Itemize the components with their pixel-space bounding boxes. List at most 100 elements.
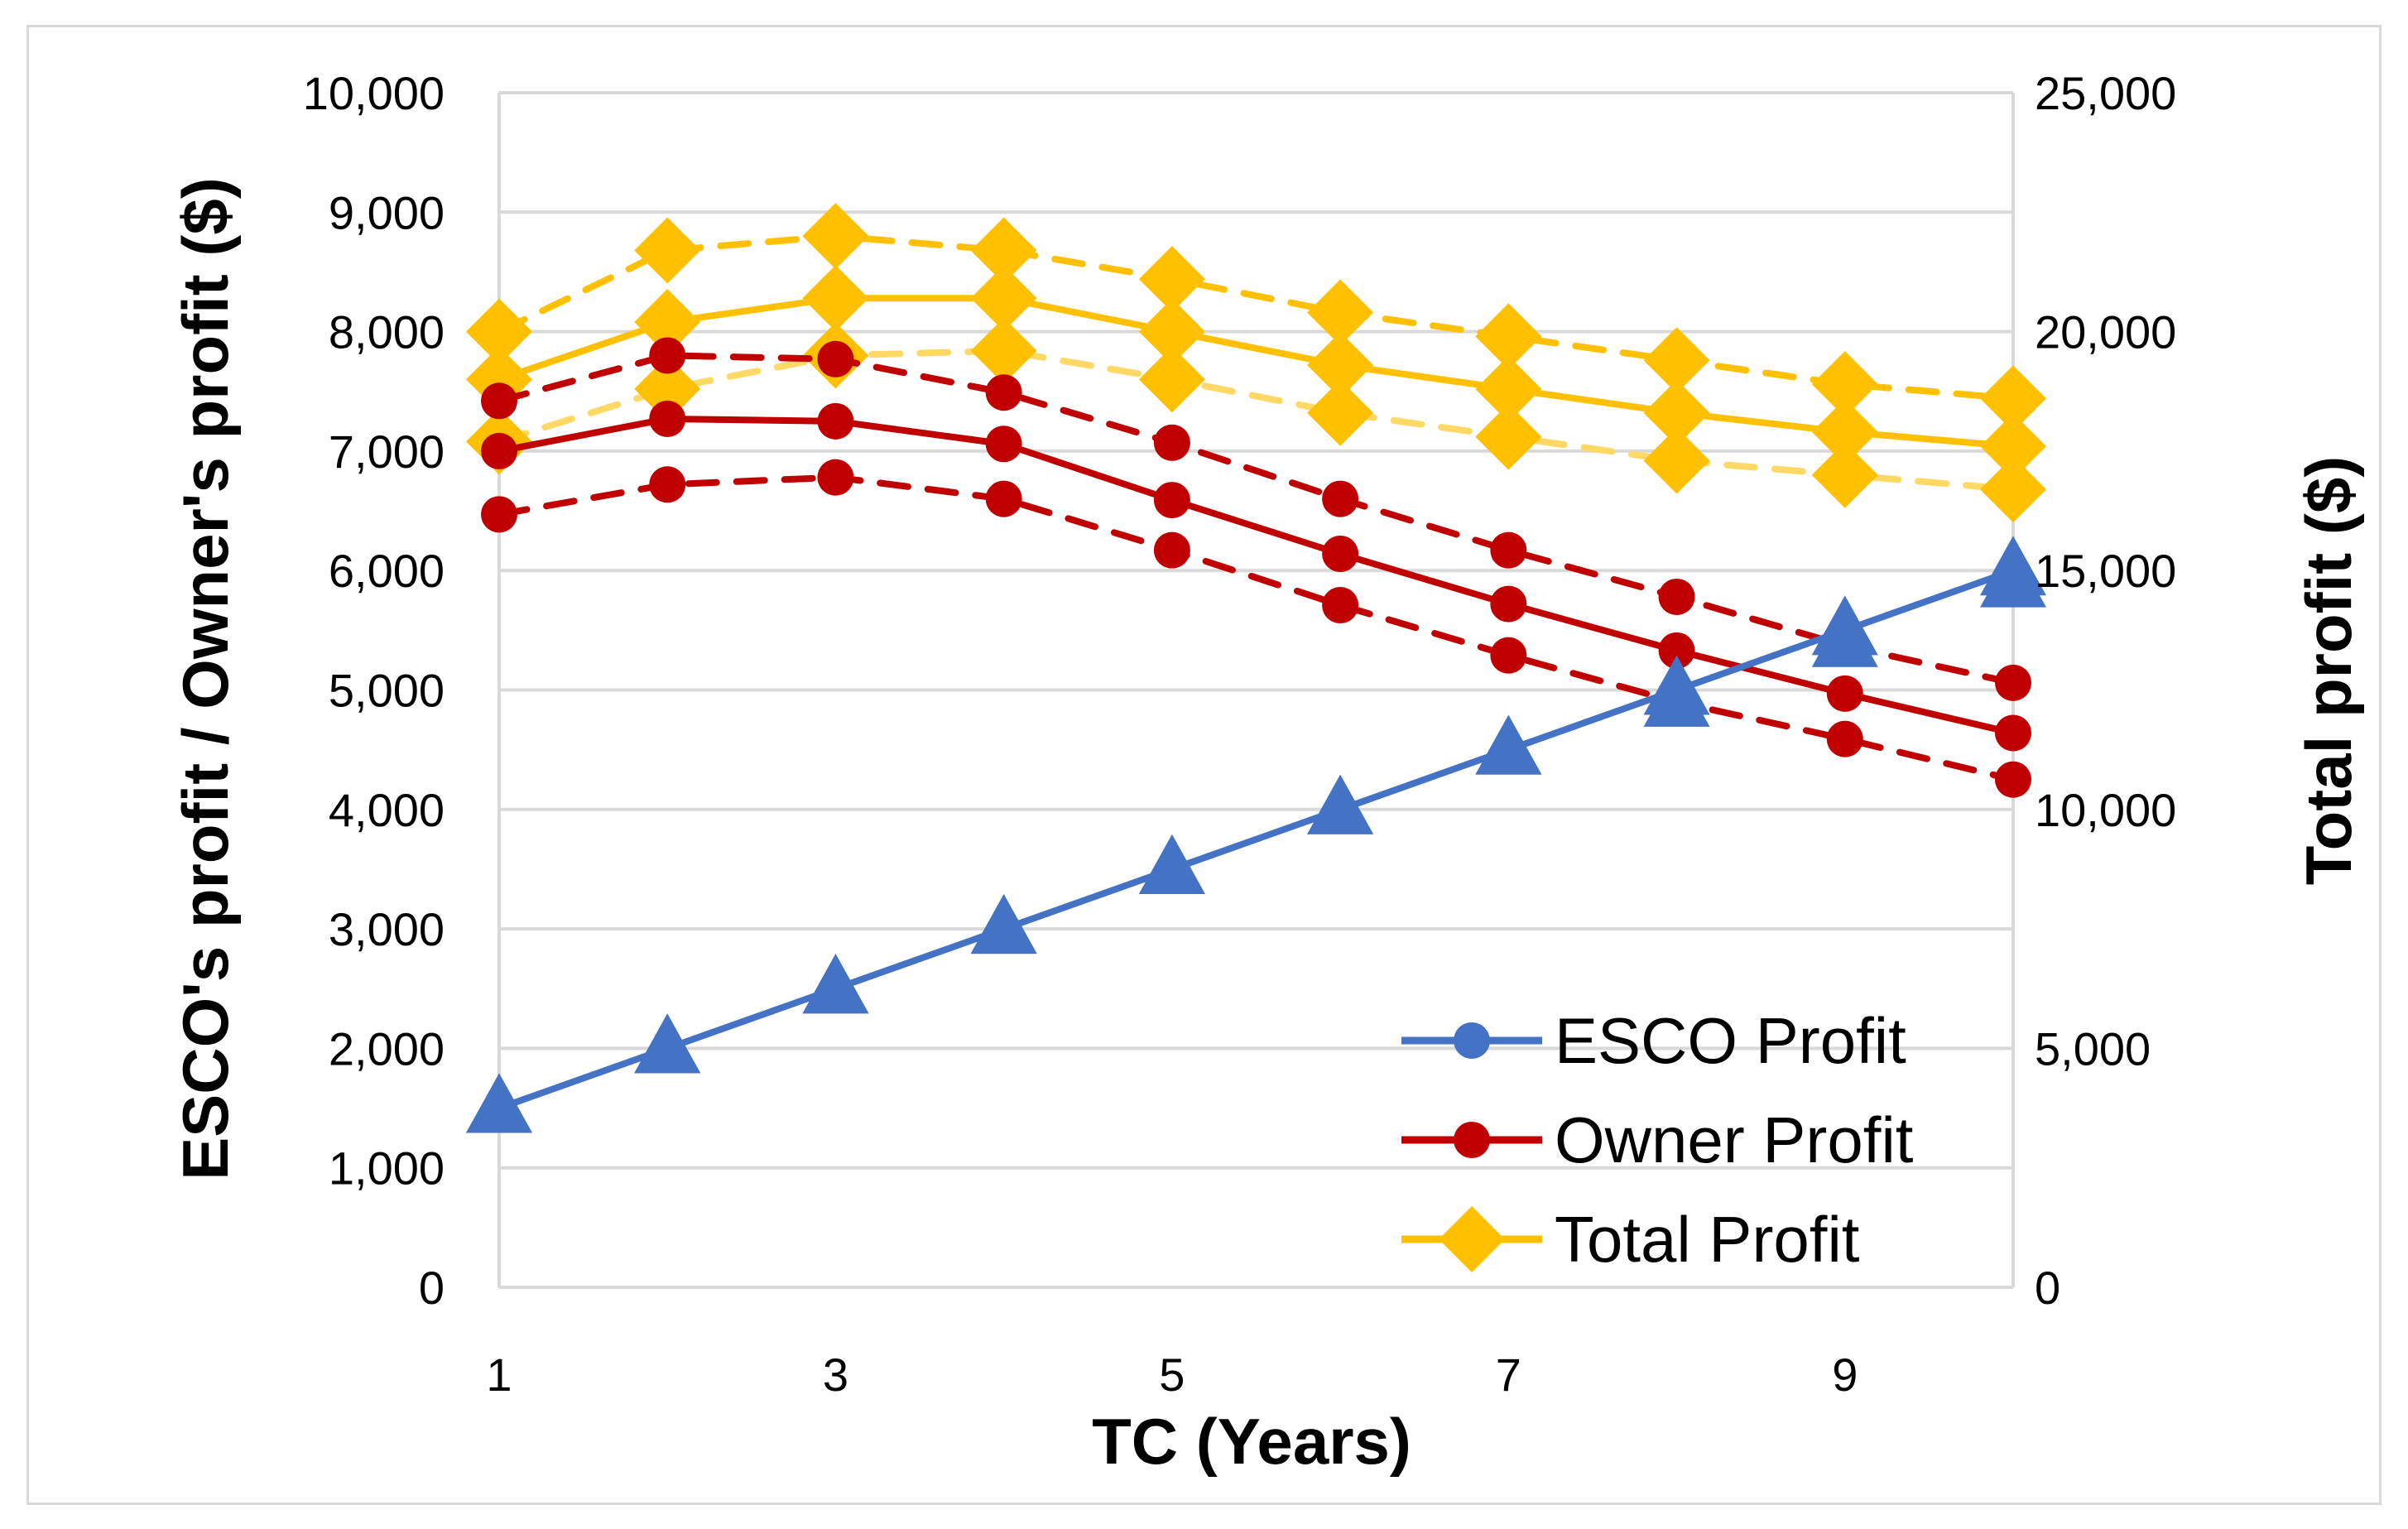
- data-point-total-profit-upper: [1980, 365, 2046, 432]
- data-point-total-profit: [1811, 398, 1878, 465]
- data-point-total-profit-lower: [970, 317, 1037, 384]
- data-point-total-profit-upper: [802, 203, 869, 270]
- legend-label: Owner Profit: [1555, 1103, 1914, 1176]
- series-line-total-profit-lower: [496, 347, 2016, 493]
- y-tick-label: 0: [419, 1262, 445, 1314]
- y-tick-label: 8,000: [329, 306, 445, 358]
- gridlines: [497, 91, 2015, 1289]
- x-tick-label: 3: [823, 1349, 848, 1401]
- data-point-owner-profit-lower: [985, 480, 1022, 517]
- data-point-owner-profit: [481, 432, 517, 469]
- y-tick-label: 3,000: [329, 903, 445, 955]
- data-point-owner-profit-upper: [985, 374, 1022, 411]
- data-point-total-profit-lower: [1307, 379, 1374, 446]
- data-point-owner-profit-upper: [1995, 664, 2031, 701]
- series-line-esco-profit: [496, 567, 2016, 1112]
- data-point-owner-profit: [1658, 632, 1695, 669]
- legend: ESCO Profit Owner Profit Total Profit: [1401, 1004, 1914, 1276]
- data-point-esco-profit: [1475, 714, 1542, 775]
- y-tick-label: 1,000: [329, 1142, 445, 1195]
- data-point-total-profit: [970, 265, 1037, 332]
- series-line-owner-profit-lower: [496, 474, 2016, 783]
- series-line-total-profit-upper: [496, 233, 2016, 402]
- legend-marker: [1454, 1022, 1490, 1059]
- data-point-owner-profit-lower: [1322, 587, 1359, 624]
- data-point-owner-profit-lower: [1995, 761, 2031, 798]
- data-point-owner-profit-lower: [1490, 637, 1527, 674]
- data-point-owner-profit-lower: [1153, 531, 1190, 569]
- x-tick-label: 7: [1496, 1349, 1521, 1401]
- y2-tick-label: 5,000: [2035, 1022, 2151, 1075]
- y-tick-label: 4,000: [329, 784, 445, 836]
- series-line-owner-profit-upper: [496, 352, 2016, 686]
- data-point-total-profit-lower: [634, 355, 701, 422]
- x-axis-title: TC (Years): [1092, 1405, 1411, 1478]
- data-point-owner-profit-upper: [649, 337, 686, 374]
- chart-frame: [26, 25, 2382, 1505]
- data-point-esco-profit: [1643, 655, 1710, 715]
- tick-labels: 0 1,000 2,000 3,000 4,000 5,000 6,000 7,000 8,00…: [303, 67, 2177, 1401]
- y2-axis-title: Total profit ($): [2292, 456, 2365, 885]
- data-point-total-profit-upper: [1475, 303, 1542, 370]
- data-point-owner-profit: [1826, 675, 1863, 712]
- data-point-owner-profit: [1153, 482, 1190, 519]
- data-point-total-profit-lower: [1643, 427, 1710, 494]
- x-tick-label: 5: [1159, 1349, 1185, 1401]
- data-point-total-profit-lower: [1811, 441, 1878, 508]
- data-point-esco-profit: [466, 1073, 532, 1133]
- data-point-owner-profit: [817, 402, 854, 440]
- legend-marker: [1439, 1206, 1505, 1272]
- data-point-owner-profit: [985, 426, 1022, 463]
- y-tick-label: 5,000: [329, 665, 445, 717]
- data-point-total-profit-upper: [1138, 246, 1205, 313]
- y-tick-label: 9,000: [329, 186, 445, 238]
- data-point-owner-profit: [649, 400, 686, 437]
- data-point-esco-profit: [1811, 595, 1878, 656]
- data-point-total-profit-upper: [970, 217, 1037, 284]
- data-point-total-profit-upper: [1811, 351, 1878, 418]
- y2-tick-label: 10,000: [2035, 784, 2176, 836]
- legend-label: Total Profit: [1555, 1203, 1860, 1276]
- data-point-total-profit: [634, 289, 701, 356]
- data-point-total-profit-upper: [1643, 327, 1710, 394]
- data-point-esco-profit: [802, 954, 869, 1014]
- data-point-total-profit-upper: [634, 217, 701, 284]
- series-lines: [466, 203, 2046, 1133]
- data-point-esco-profit: [1307, 774, 1374, 834]
- data-point-owner-profit-upper: [1658, 578, 1695, 615]
- y-tick-label: 6,000: [329, 545, 445, 597]
- data-point-total-profit-lower: [1980, 456, 2046, 523]
- data-point-owner-profit-lower: [649, 466, 686, 503]
- data-point-total-profit-lower: [1475, 403, 1542, 470]
- y2-tick-label: 15,000: [2035, 545, 2176, 597]
- series-line-total-profit: [496, 295, 2016, 450]
- y-tick-label: 7,000: [329, 426, 445, 478]
- data-point-esco-profit: [634, 1013, 701, 1074]
- data-point-total-profit: [1475, 355, 1542, 422]
- legend-marker: [1454, 1122, 1490, 1158]
- legend-label: ESCO Profit: [1555, 1004, 1906, 1077]
- data-point-owner-profit-upper: [1153, 424, 1190, 461]
- data-point-owner-profit-lower: [1826, 720, 1863, 757]
- data-point-esco-profit: [970, 894, 1037, 954]
- data-point-owner-profit-upper: [817, 340, 854, 377]
- data-point-esco-profit: [1980, 536, 2046, 596]
- data-point-owner-profit-lower: [481, 496, 517, 533]
- x-tick-label: 9: [1832, 1349, 1858, 1401]
- y-tick-label: 2,000: [329, 1022, 445, 1075]
- data-point-total-profit: [802, 265, 869, 332]
- series-line-owner-profit: [496, 415, 2016, 737]
- y2-tick-label: 0: [2035, 1262, 2060, 1314]
- data-point-total-profit: [1307, 332, 1374, 399]
- data-point-owner-profit-lower: [817, 459, 854, 496]
- data-point-owner-profit-upper: [1490, 531, 1527, 569]
- y-axis-title: ESCO's profit / Owner's profit ($): [169, 177, 242, 1180]
- y2-tick-label: 25,000: [2035, 67, 2176, 119]
- data-point-total-profit-lower: [1138, 346, 1205, 413]
- data-point-total-profit: [1643, 379, 1710, 446]
- data-point-total-profit: [1980, 413, 2046, 480]
- y2-tick-label: 20,000: [2035, 306, 2176, 358]
- data-point-esco-profit: [1138, 834, 1205, 894]
- data-point-total-profit-upper: [1307, 279, 1374, 346]
